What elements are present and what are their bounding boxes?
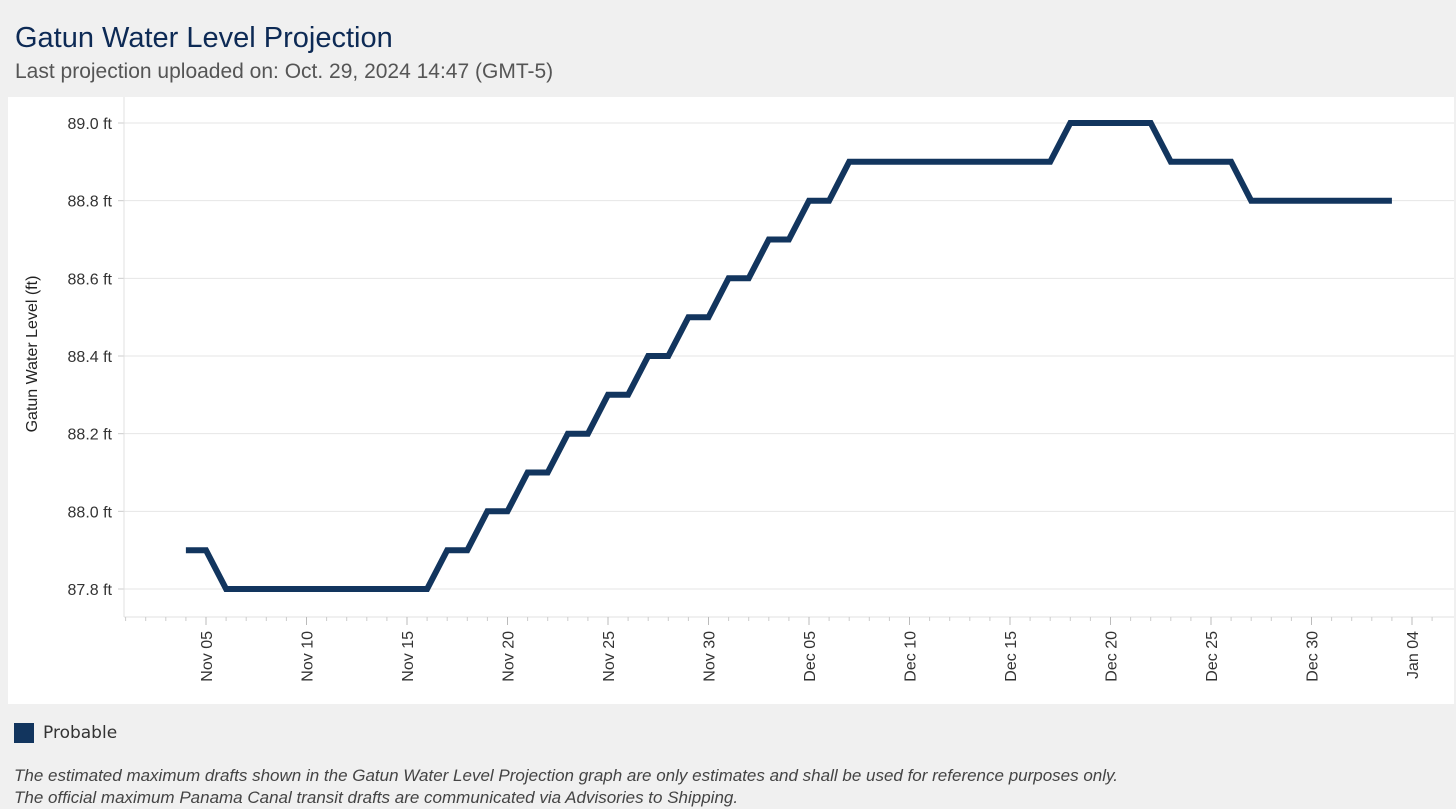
y-tick-label: 88.4 ft: [68, 349, 113, 366]
chart-subtitle: Last projection uploaded on: Oct. 29, 20…: [15, 60, 554, 83]
disclaimer: The estimated maximum drafts shown in th…: [14, 765, 1118, 809]
x-tick-label: Dec 10: [903, 631, 920, 682]
y-tick-label: 87.8 ft: [68, 582, 113, 599]
x-tick-label: Nov 05: [199, 631, 216, 682]
chart-title: Gatun Water Level Projection: [15, 22, 393, 54]
legend[interactable]: Probable: [14, 723, 117, 743]
series-layer[interactable]: [185, 120, 1392, 592]
y-tick-label: 88.0 ft: [68, 504, 113, 521]
x-tick-label: Nov 30: [702, 631, 719, 682]
chart-panel[interactable]: 89.0 ft 88.8 ft 88.6 ft 88.4 ft 88.2 ft 88.0 …: [8, 97, 1454, 704]
line-chart[interactable]: 89.0 ft 88.8 ft 88.6 ft 88.4 ft 88.2 ft 88.0 …: [8, 97, 1454, 704]
axes: [118, 97, 1454, 625]
gridlines: [124, 122, 1454, 590]
disclaimer-line-1: The estimated maximum drafts shown in th…: [14, 766, 1118, 785]
y-axis-label: Gatun Water Level (ft): [24, 276, 41, 433]
x-tick-label: Dec 20: [1104, 631, 1121, 682]
y-tick-label: 88.6 ft: [68, 271, 113, 288]
x-tick-label: Nov 25: [601, 631, 618, 682]
x-tick-label: Dec 25: [1204, 631, 1221, 682]
disclaimer-line-2: The official maximum Panama Canal transi…: [14, 788, 739, 807]
x-tick-label: Dec 30: [1305, 631, 1322, 682]
x-tick-label: Dec 05: [802, 631, 819, 682]
y-tick-label: 88.8 ft: [68, 194, 113, 211]
x-tick-label: Nov 15: [400, 631, 417, 682]
x-tick-label: Nov 10: [300, 631, 317, 682]
series-line-probable[interactable]: [185, 120, 1392, 592]
x-axis-ticks: Nov 05 Nov 10 Nov 15 Nov 20 Nov 25 Nov 30 Dec …: [199, 631, 1422, 682]
legend-label-probable: Probable: [43, 723, 118, 743]
y-tick-label: 89.0 ft: [68, 116, 113, 133]
x-tick-label: Nov 20: [501, 631, 518, 682]
x-tick-label: Jan 04: [1405, 631, 1422, 679]
y-tick-label: 88.2 ft: [68, 427, 113, 444]
x-tick-label: Dec 15: [1003, 631, 1020, 682]
y-axis-ticks: 89.0 ft 88.8 ft 88.6 ft 88.4 ft 88.2 ft 88.0 …: [68, 116, 113, 599]
legend-swatch: [14, 723, 34, 743]
